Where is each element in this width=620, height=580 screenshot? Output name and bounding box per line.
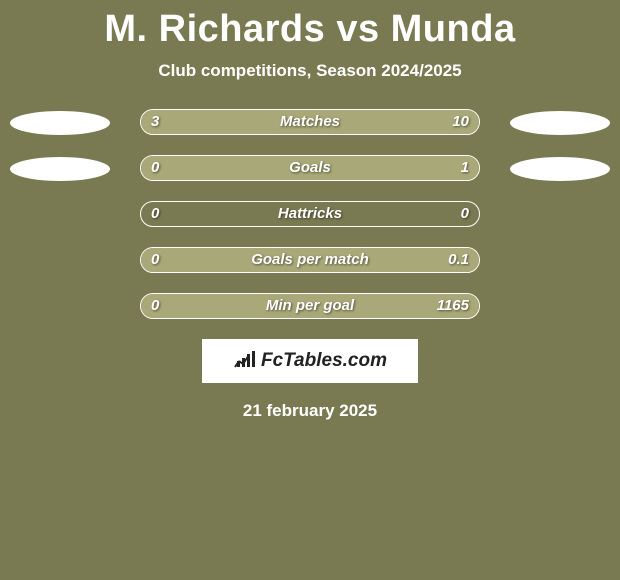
stat-label: Matches (141, 113, 479, 130)
stat-row-goals-per-match: 0 Goals per match 0.1 (0, 247, 620, 275)
stats-block: 3 Matches 10 0 Goals 1 0 Hattricks 0 (0, 109, 620, 321)
logo-box[interactable]: FcTables.com (202, 339, 418, 383)
stat-row-matches: 3 Matches 10 (0, 109, 620, 137)
stat-row-goals: 0 Goals 1 (0, 155, 620, 183)
bar-outer: 0 Goals 1 (140, 155, 480, 181)
bar-outer: 3 Matches 10 (140, 109, 480, 135)
stat-label: Goals (141, 159, 479, 176)
stat-label: Min per goal (141, 297, 479, 314)
stat-row-hattricks: 0 Hattricks 0 (0, 201, 620, 229)
stat-right-value: 1165 (437, 297, 469, 314)
stat-row-min-per-goal: 0 Min per goal 1165 (0, 293, 620, 321)
badge-left (10, 111, 110, 135)
stat-right-value: 1 (461, 159, 469, 176)
subtitle: Club competitions, Season 2024/2025 (0, 61, 620, 81)
logo-text: FcTables.com (261, 350, 387, 372)
date-line: 21 february 2025 (0, 401, 620, 421)
stat-label: Hattricks (141, 205, 479, 222)
badge-left (10, 157, 110, 181)
badge-right (510, 157, 610, 181)
stat-label: Goals per match (141, 251, 479, 268)
logo-inner: FcTables.com (233, 349, 387, 374)
page-title: M. Richards vs Munda (0, 0, 620, 51)
stat-right-value: 10 (452, 113, 469, 130)
bars-icon (233, 349, 257, 374)
bar-outer: 0 Min per goal 1165 (140, 293, 480, 319)
badge-right (510, 111, 610, 135)
stat-right-value: 0.1 (448, 251, 469, 268)
bar-outer: 0 Hattricks 0 (140, 201, 480, 227)
stat-right-value: 0 (461, 205, 469, 222)
bar-outer: 0 Goals per match 0.1 (140, 247, 480, 273)
